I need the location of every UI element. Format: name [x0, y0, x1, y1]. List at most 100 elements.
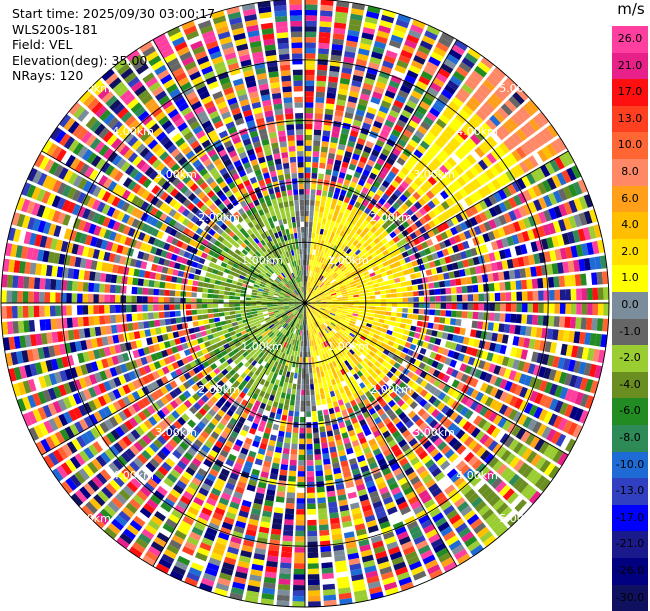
velocity-cell: [213, 304, 219, 308]
velocity-cell: [478, 284, 484, 292]
velocity-cell: [381, 303, 387, 306]
velocity-cell: [295, 367, 299, 373]
velocity-cell: [527, 303, 533, 313]
velocity-cell: [419, 309, 425, 314]
velocity-cell: [308, 357, 311, 363]
velocity-cell: [348, 300, 354, 302]
velocity-cell: [263, 313, 269, 316]
velocity-cell: [444, 280, 450, 287]
velocity-cell: [298, 477, 306, 483]
velocity-cell: [111, 325, 117, 334]
velocity-cell: [311, 189, 316, 195]
velocity-cell: [427, 276, 433, 282]
velocity-cell: [305, 200, 309, 206]
velocity-cell: [305, 167, 311, 173]
velocity-cell: [307, 335, 309, 341]
velocity-cell: [82, 294, 88, 303]
velocity-cell: [479, 294, 485, 302]
velocity-cell: [232, 322, 238, 327]
velocity-cell: [191, 304, 197, 309]
velocity-cell: [307, 498, 316, 504]
velocity-cell: [313, 373, 317, 379]
velocity-cell: [224, 295, 230, 299]
velocity-cell: [322, 218, 327, 224]
velocity-cell: [368, 317, 374, 321]
velocity-cell: [196, 304, 202, 309]
velocity-cell: [153, 305, 159, 312]
velocity-cell: [305, 4, 318, 10]
velocity-cell: [325, 103, 334, 110]
velocity-cell: [278, 584, 290, 590]
velocity-cell: [403, 303, 409, 307]
velocity-cell: [235, 311, 241, 315]
velocity-cell: [317, 487, 325, 493]
velocity-cell: [310, 346, 313, 352]
velocity-cell: [296, 357, 299, 363]
velocity-cell: [428, 283, 434, 289]
velocity-cell: [297, 482, 305, 488]
velocity-cell: [17, 291, 23, 303]
velocity-cell: [429, 289, 435, 295]
velocity-cell: [560, 289, 566, 300]
velocity-cell: [384, 320, 390, 325]
velocity-cell: [498, 272, 505, 281]
velocity-cell: [439, 317, 445, 323]
velocity-cell: [319, 163, 325, 169]
velocity-cell: [257, 308, 263, 311]
velocity-cell: [148, 305, 154, 312]
velocity-cell: [527, 315, 533, 325]
velocity-cell: [320, 5, 333, 11]
velocity-cell: [307, 260, 309, 266]
velocity-cell: [323, 584, 335, 590]
velocity-cell: [318, 503, 327, 509]
velocity-cell: [23, 320, 29, 332]
velocity-cell: [495, 303, 501, 311]
velocity-cell: [411, 279, 417, 285]
velocity-cell: [327, 430, 334, 436]
velocity-cell: [413, 291, 419, 296]
velocity-cell: [115, 285, 121, 293]
velocity-cell: [203, 314, 209, 319]
velocity-cell: [137, 287, 143, 294]
velocity-cell: [576, 289, 582, 301]
velocity-cell: [315, 200, 320, 206]
velocity-cell: [245, 306, 251, 309]
velocity-cell: [278, 579, 290, 585]
velocity-cell: [337, 299, 343, 301]
velocity-cell: [279, 573, 291, 579]
velocity-cell: [446, 310, 452, 316]
velocity-cell: [318, 217, 323, 223]
velocity-cell: [348, 308, 354, 311]
velocity-cell: [305, 178, 310, 184]
velocity-cell: [505, 314, 511, 323]
velocity-cell: [493, 323, 499, 332]
velocity-cell: [489, 283, 495, 291]
velocity-cell: [316, 86, 325, 92]
velocity-cell: [72, 281, 78, 291]
velocity-cell: [34, 292, 40, 303]
velocity-cell: [587, 288, 593, 300]
velocity-cell: [305, 48, 316, 54]
velocity-cell: [384, 281, 390, 286]
velocity-cell: [348, 492, 357, 499]
velocity-cell: [278, 403, 284, 409]
velocity-cell: [316, 195, 321, 201]
velocity-cell: [204, 324, 210, 329]
velocity-cell: [290, 356, 294, 362]
velocity-cell: [318, 43, 329, 49]
velocity-cell: [441, 303, 447, 309]
velocity-cell: [284, 437, 290, 443]
velocity-cell: [221, 325, 227, 330]
velocity-cell: [277, 595, 290, 601]
velocity-cell: [262, 307, 268, 309]
velocity-cell: [343, 305, 349, 307]
velocity-cell: [305, 10, 317, 16]
velocity-cell: [307, 455, 314, 461]
velocity-cell: [110, 295, 116, 303]
velocity-cell: [292, 438, 298, 444]
velocity-cell: [277, 386, 282, 392]
velocity-cell: [306, 276, 308, 282]
velocity-cell: [306, 406, 311, 412]
velocity-cell: [88, 305, 94, 314]
velocity-cell: [408, 303, 414, 308]
